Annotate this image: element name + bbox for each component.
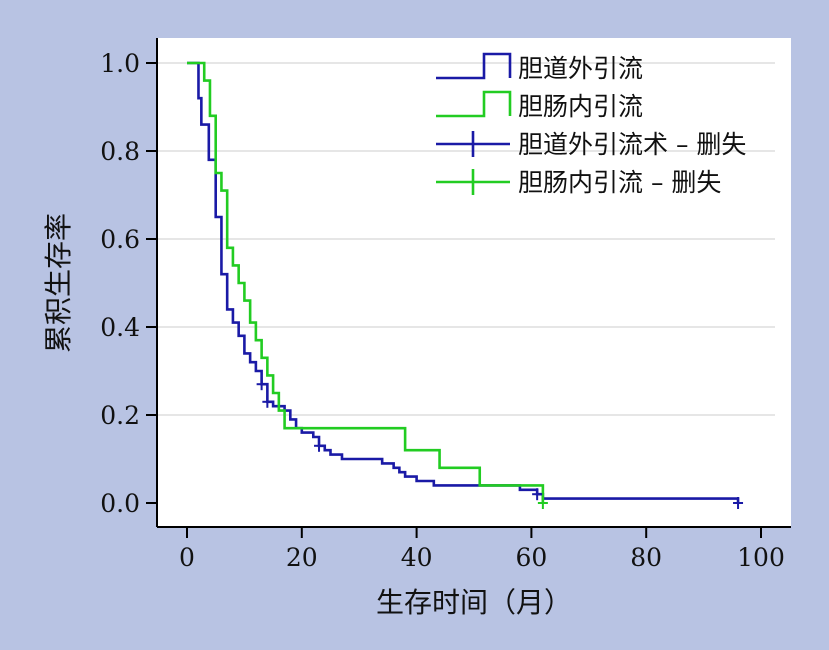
legend-label: 胆道外引流术 – 删失 xyxy=(518,130,746,159)
x-ticks: 0 20 40 60 80 100 xyxy=(179,527,785,572)
y-tick-label: 0.6 xyxy=(100,225,140,254)
series-line xyxy=(187,61,545,503)
y-axis-title: 累积生存率 xyxy=(42,213,75,353)
series-line xyxy=(187,61,740,503)
x-tick-label: 60 xyxy=(515,543,547,572)
y-tick-label: 1.0 xyxy=(100,49,140,78)
y-tick-label: 0.8 xyxy=(100,137,140,166)
y-ticks: 0.0 0.2 0.4 0.6 0.8 1.0 xyxy=(100,49,157,518)
plot-area xyxy=(157,38,791,527)
y-tick-label: 0.0 xyxy=(100,489,140,518)
legend-step-symbol xyxy=(436,90,512,118)
x-tick-label: 100 xyxy=(737,543,785,572)
legend-label: 胆道外引流 xyxy=(518,54,643,83)
grid-lines xyxy=(157,62,775,416)
legend-step-symbol xyxy=(436,52,512,80)
y-tick-label: 0.4 xyxy=(100,313,140,342)
x-axis-title: 生存时间（月） xyxy=(376,586,572,619)
x-tick-label: 0 xyxy=(179,543,195,572)
legend-label: 胆肠内引流 xyxy=(518,92,643,121)
x-tick-label: 20 xyxy=(286,543,318,572)
legend-label: 胆肠内引流 – 删失 xyxy=(518,168,721,197)
y-tick-label: 0.2 xyxy=(100,401,140,430)
x-tick-label: 40 xyxy=(401,543,433,572)
censor-marks xyxy=(256,378,744,509)
series-lines xyxy=(187,61,740,503)
x-tick-label: 80 xyxy=(630,543,662,572)
